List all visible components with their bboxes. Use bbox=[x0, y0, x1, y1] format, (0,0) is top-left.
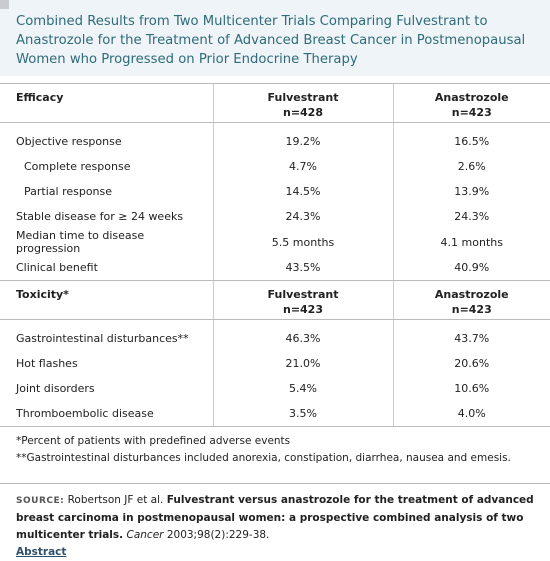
value-cell: 43.5% bbox=[212, 255, 393, 281]
value-cell: 19.2% bbox=[212, 122, 393, 154]
table-row: Median time to disease progression 5.5 mo… bbox=[0, 229, 550, 255]
table-row: Stable disease for ≥ 24 weeks 24.3% 24.3% bbox=[0, 204, 550, 229]
source-label: SOURCE: bbox=[16, 496, 65, 506]
value-cell: 2.6% bbox=[392, 154, 550, 179]
footnote: **Gastrointestinal disturbances included… bbox=[16, 452, 511, 464]
header-line: Fulvestrant bbox=[267, 91, 339, 104]
header-line: n=423 bbox=[451, 303, 492, 316]
table-row: Clinical benefit 43.5% 40.9% bbox=[0, 255, 550, 281]
value-cell: 21.0% bbox=[212, 351, 393, 376]
table-row: Objective response 19.2% 16.5% bbox=[0, 122, 550, 154]
source-authors: Robertson JF et al. bbox=[67, 494, 164, 506]
value-cell: 3.5% bbox=[212, 401, 393, 427]
row-label: Stable disease for ≥ 24 weeks bbox=[16, 210, 184, 223]
row-label: Partial response bbox=[24, 185, 113, 198]
value-cell: 10.6% bbox=[392, 376, 550, 401]
title: Combined Results from Two Multicenter Tr… bbox=[16, 14, 526, 67]
corner-square bbox=[0, 0, 9, 9]
footnotes: *Percent of patients with predefined adv… bbox=[16, 433, 511, 467]
row-label: Thromboembolic disease bbox=[0, 401, 213, 427]
value-cell: 5.4% bbox=[212, 376, 393, 401]
header-cell: Efficacy bbox=[0, 83, 213, 123]
value-cell: 13.9% bbox=[392, 179, 550, 204]
row-label: Hot flashes bbox=[16, 357, 78, 370]
value-cell: 43.7% bbox=[392, 319, 550, 351]
footnote: *Percent of patients with predefined adv… bbox=[16, 435, 291, 447]
value-cell: 46.3% bbox=[212, 319, 393, 351]
row-label: Objective response bbox=[16, 135, 122, 148]
results-table: Efficacy Fulvestrant n=428 Anastrozole n=423… bbox=[0, 83, 550, 427]
header-cell: Anastrozole n=423 bbox=[392, 280, 550, 320]
table-row: Complete response 4.7% 2.6% bbox=[0, 154, 550, 179]
abstract-link[interactable]: Abstract bbox=[16, 546, 67, 558]
header-line: n=423 bbox=[282, 303, 323, 316]
source-citation: 2003;98(2):229-38. bbox=[166, 529, 270, 541]
table-row: Joint disorders 5.4% 10.6% bbox=[0, 376, 550, 401]
row-label: Gastrointestinal disturbances** bbox=[16, 332, 189, 345]
value-cell: 4.0% bbox=[392, 401, 550, 427]
header-line: Anastrozole bbox=[434, 288, 509, 301]
row-label: Clinical benefit bbox=[0, 255, 213, 281]
source: SOURCE: Robertson JF et al. Fulvestrant … bbox=[0, 484, 550, 561]
table-row: Gastrointestinal disturbances** 46.3% 43.7… bbox=[0, 319, 550, 351]
header-line: Fulvestrant bbox=[267, 288, 339, 301]
table-row: Thromboembolic disease 3.5% 4.0% bbox=[0, 401, 550, 427]
header-cell: Toxicity* bbox=[0, 280, 213, 320]
value-cell: 24.3% bbox=[392, 204, 550, 229]
value-cell: 4.1 months bbox=[392, 229, 550, 255]
source-article: Fulvestrant versus anastrozole for the t… bbox=[16, 494, 534, 541]
value-cell: 14.5% bbox=[212, 179, 393, 204]
source-box: SOURCE: Robertson JF et al. Fulvestrant … bbox=[0, 483, 550, 561]
source-journal: Cancer bbox=[126, 529, 164, 541]
header-line: n=428 bbox=[282, 106, 323, 119]
value-cell: 40.9% bbox=[392, 255, 550, 281]
row-label: Joint disorders bbox=[16, 382, 95, 395]
header-cell: Fulvestrant n=423 bbox=[212, 280, 393, 320]
table-row: Hot flashes 21.0% 20.6% bbox=[0, 351, 550, 376]
header-line: n=423 bbox=[451, 106, 492, 119]
header-cell: Anastrozole n=423 bbox=[392, 83, 550, 123]
header-line: Anastrozole bbox=[434, 91, 509, 104]
value-cell: 16.5% bbox=[392, 122, 550, 154]
row-label: Complete response bbox=[24, 160, 131, 173]
table-row: Partial response 14.5% 13.9% bbox=[0, 179, 550, 204]
title-box bbox=[0, 0, 550, 76]
row-label: Median time to disease progression bbox=[16, 229, 145, 255]
value-cell: 5.5 months bbox=[212, 229, 393, 255]
value-cell: 20.6% bbox=[392, 351, 550, 376]
header-row: Toxicity* Fulvestrant n=423 Anastrozole n=42… bbox=[0, 280, 550, 320]
header-cell: Fulvestrant n=428 bbox=[212, 83, 393, 123]
value-cell: 24.3% bbox=[212, 204, 393, 229]
value-cell: 4.7% bbox=[212, 154, 393, 179]
header-row: Efficacy Fulvestrant n=428 Anastrozole n=423 bbox=[0, 83, 550, 123]
